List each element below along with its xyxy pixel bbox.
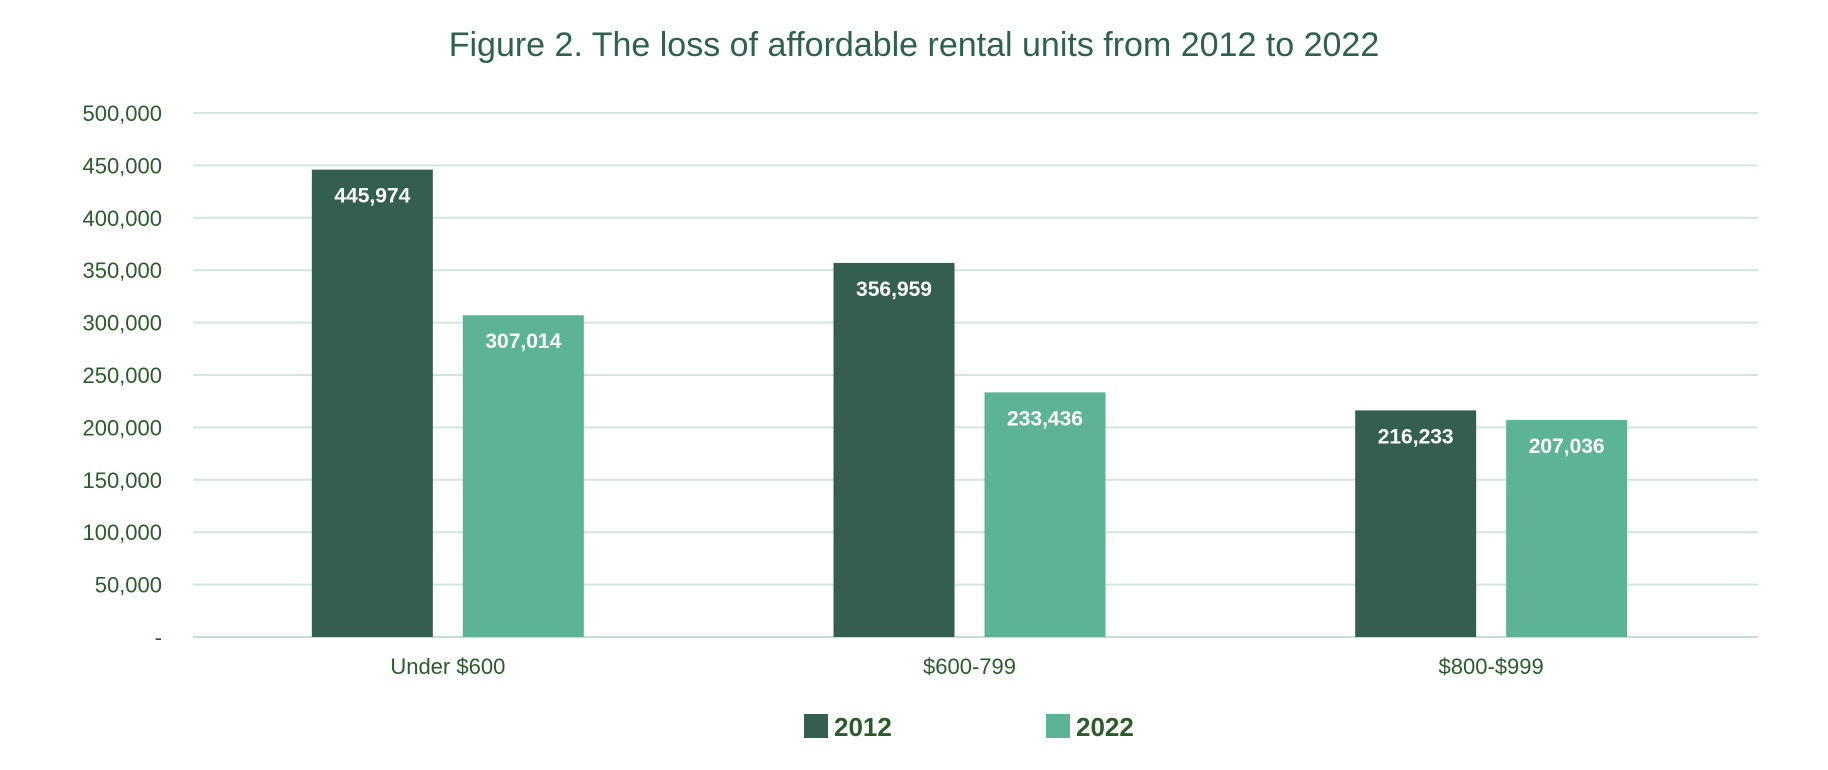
y-tick-label: 100,000 (82, 520, 162, 545)
y-tick-label: 50,000 (95, 573, 162, 598)
data-label: 207,036 (1529, 435, 1605, 458)
legend-label: 2012 (834, 712, 892, 742)
y-tick-label: 250,000 (82, 363, 162, 388)
legend: 2012 2022 (804, 712, 1134, 742)
y-tick-label: - (155, 625, 162, 650)
bars: 445,974 307,014 356,959 233,436 216,233 207,0… (311, 169, 1628, 637)
x-tick-label: $600-799 (923, 654, 1016, 679)
y-tick-label: 150,000 (82, 468, 162, 493)
bar-2012-0 (311, 169, 433, 637)
y-tick-label: 300,000 (82, 311, 162, 336)
chart-title: Figure 2. The loss of affordable rental … (448, 26, 1380, 64)
data-label: 307,014 (485, 330, 561, 353)
data-label: 356,959 (856, 278, 932, 301)
x-tick-label: $800-$999 (1439, 654, 1544, 679)
bar-2022-0 (462, 315, 584, 637)
y-tick-label: 450,000 (82, 153, 162, 178)
data-label: 216,233 (1378, 425, 1454, 448)
y-tick-label: 400,000 (82, 206, 162, 231)
x-tick-label: Under $600 (390, 654, 505, 679)
data-label: 233,436 (1007, 407, 1083, 430)
bar-2012-2 (1355, 410, 1477, 637)
legend-label: 2022 (1076, 712, 1134, 742)
y-tick-label: 350,000 (82, 258, 162, 283)
bar-2022-2 (1506, 420, 1628, 637)
bar-2022-1 (984, 392, 1106, 637)
y-tick-label: 500,000 (82, 101, 162, 126)
gridlines (193, 112, 1758, 638)
data-label: 445,974 (334, 185, 410, 208)
y-axis: - 50,000 100,000 150,000 200,000 250,000 300,0… (82, 101, 162, 650)
bar-2012-1 (833, 262, 955, 637)
legend-swatch-2012 (804, 714, 828, 738)
legend-swatch-2022 (1046, 714, 1070, 738)
x-axis: Under $600 $600-799 $800-$999 (390, 654, 1543, 679)
y-tick-label: 200,000 (82, 415, 162, 440)
